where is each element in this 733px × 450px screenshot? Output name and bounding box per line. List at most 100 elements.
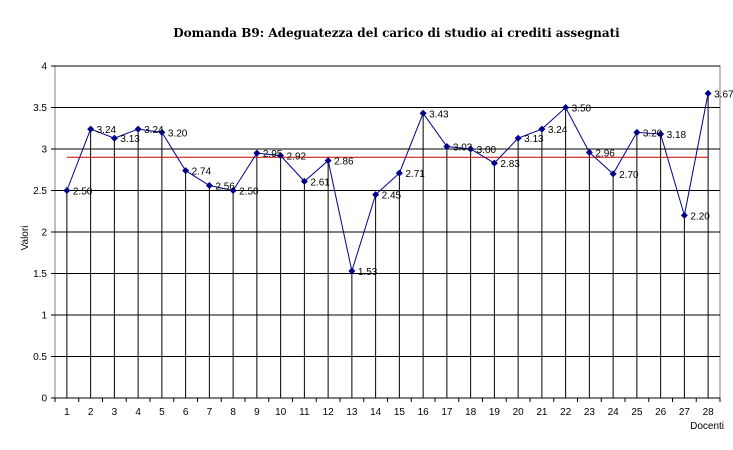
data-label: 2.56: [215, 182, 235, 193]
x-tick-label: 19: [489, 407, 501, 418]
data-label: 2.95: [263, 149, 283, 160]
data-label: 3.13: [524, 134, 544, 145]
x-tick-label: 16: [418, 407, 430, 418]
x-tick-label: 17: [441, 407, 453, 418]
y-tick-label: 0.5: [33, 352, 47, 363]
x-tick-label: 14: [370, 407, 382, 418]
data-point: [562, 104, 570, 111]
data-label: 3.50: [572, 104, 592, 115]
y-tick-label: 3: [41, 145, 47, 156]
x-tick-label: 1: [64, 407, 70, 418]
data-point: [490, 159, 498, 167]
x-tick-label: 7: [207, 407, 213, 418]
data-point: [372, 191, 380, 199]
x-tick-label: 23: [584, 407, 596, 418]
data-label: 2.45: [382, 191, 402, 202]
data-label: 2.71: [405, 169, 425, 180]
x-tick-label: 11: [299, 407, 310, 418]
data-point: [253, 149, 261, 157]
chart-title: Domanda B9: Adeguatezza del carico di st…: [173, 26, 620, 40]
data-point: [467, 145, 475, 153]
x-tick-label: 12: [323, 407, 335, 418]
data-label: 3.67: [714, 89, 733, 100]
y-axis-label: Valori: [20, 226, 31, 251]
data-label: 3.20: [643, 128, 663, 139]
data-label: 2.92: [287, 152, 307, 163]
x-tick-label: 24: [608, 407, 620, 418]
data-point: [633, 128, 641, 136]
data-point: [158, 128, 166, 136]
data-point: [182, 167, 190, 175]
x-tick-label: 20: [513, 407, 525, 418]
x-tick-label: 18: [465, 407, 477, 418]
x-tick-label: 13: [346, 407, 358, 418]
data-point: [229, 187, 237, 194]
x-tick-label: 10: [275, 407, 287, 418]
data-label: 2.96: [595, 148, 615, 159]
y-tick-label: 1.5: [33, 269, 47, 280]
x-tick-label: 22: [560, 407, 572, 418]
x-tick-label: 28: [703, 407, 715, 418]
x-axis-label: Docenti: [690, 421, 724, 432]
data-point: [657, 130, 665, 138]
data-point: [205, 182, 213, 190]
data-label: 2.20: [690, 211, 710, 222]
y-tick-label: 3.5: [33, 103, 47, 114]
data-label: 2.50: [73, 187, 93, 198]
data-point: [538, 125, 546, 133]
data-point: [704, 89, 712, 97]
data-point: [609, 170, 617, 178]
data-point: [348, 267, 356, 275]
y-tick-label: 2: [41, 228, 47, 239]
data-point: [134, 125, 142, 133]
data-point: [585, 148, 593, 156]
data-label: 3.24: [144, 125, 164, 136]
x-tick-label: 15: [394, 407, 406, 418]
data-label: 3.13: [120, 134, 140, 145]
x-tick-label: 2: [88, 407, 94, 418]
data-label: 3.00: [477, 145, 497, 156]
data-label: 3.20: [168, 128, 188, 139]
y-tick-label: 0: [41, 394, 47, 405]
data-point: [443, 143, 451, 151]
drop-lines: [66, 93, 709, 398]
data-point: [277, 152, 285, 160]
series-line: [66, 93, 709, 273]
data-label: 3.43: [429, 109, 449, 120]
data-point: [63, 187, 71, 194]
data-point: [395, 169, 403, 177]
x-tick-label: 21: [536, 407, 548, 418]
data-label: 2.74: [192, 167, 212, 178]
data-label: 3.24: [97, 125, 117, 136]
data-label: 1.53: [358, 267, 378, 278]
data-label: 2.83: [500, 159, 520, 170]
data-label: 2.50: [239, 187, 259, 198]
x-tick-label: 9: [254, 407, 260, 418]
data-label: 2.70: [619, 170, 639, 181]
x-tick-label: 6: [183, 407, 189, 418]
series-layer: [63, 89, 712, 275]
data-point: [514, 134, 522, 142]
grid-layer: [51, 65, 721, 402]
x-tick-label: 27: [679, 407, 691, 418]
x-tick-label: 25: [631, 407, 643, 418]
data-label: 2.61: [310, 177, 330, 188]
data-point: [87, 125, 95, 133]
data-point: [110, 134, 118, 142]
y-tick-label: 4: [41, 62, 47, 73]
y-tick-label: 2.5: [33, 186, 47, 197]
data-label-layer: 2.503.243.133.24 3.202.742.56 2.502.95 2.92…: [73, 89, 733, 278]
data-point: [680, 211, 688, 219]
data-point: [324, 157, 332, 165]
x-tick-label: 4: [135, 407, 141, 418]
x-tick-label: 8: [230, 407, 236, 418]
data-label: 2.86: [334, 157, 354, 168]
x-tick-label: 3: [112, 407, 118, 418]
x-tick-label: 26: [655, 407, 667, 418]
data-point: [300, 177, 308, 185]
x-tick-label: 5: [159, 407, 165, 418]
data-label: 3.03: [453, 143, 473, 154]
data-label: 3.18: [667, 130, 687, 141]
data-point: [419, 109, 427, 117]
